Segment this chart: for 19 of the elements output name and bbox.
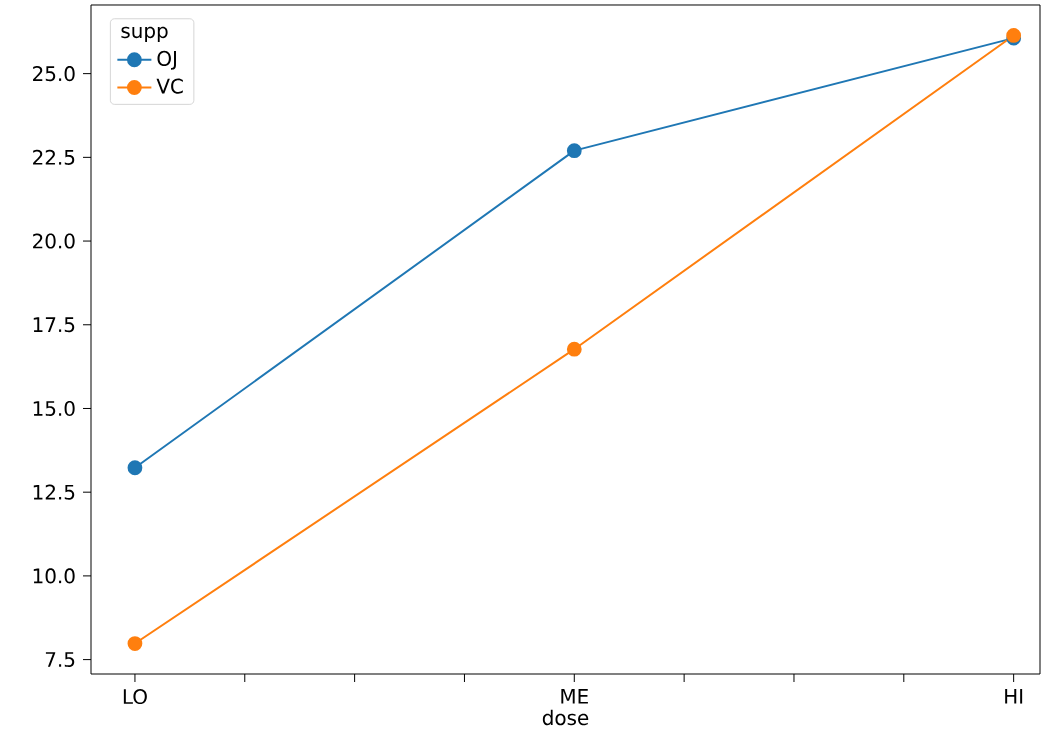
x-axis-title: dose: [542, 709, 589, 726]
y-tick-label: 12.5: [33, 484, 75, 500]
legend-label: VC: [156, 78, 183, 94]
point: [566, 143, 582, 159]
y-tick-label: 15.0: [33, 400, 75, 417]
y-tick-label: 22.5: [33, 149, 75, 165]
point: [566, 341, 582, 357]
y-tick-label: 20.0: [33, 233, 75, 249]
y-tick-label: 7.5: [45, 652, 75, 668]
point: [127, 460, 143, 476]
legend-label: OJ: [157, 50, 176, 70]
y-tick-label: 17.5: [33, 317, 75, 333]
x-tick-label: ME: [561, 689, 588, 704]
y-tick-label: 25.0: [33, 66, 75, 82]
x-tick-label: HI: [1005, 689, 1023, 704]
point: [127, 636, 143, 651]
x-tick-label: LO: [123, 689, 147, 705]
legend-title: supp: [121, 26, 168, 43]
y-tick-label: 10.0: [33, 568, 75, 584]
